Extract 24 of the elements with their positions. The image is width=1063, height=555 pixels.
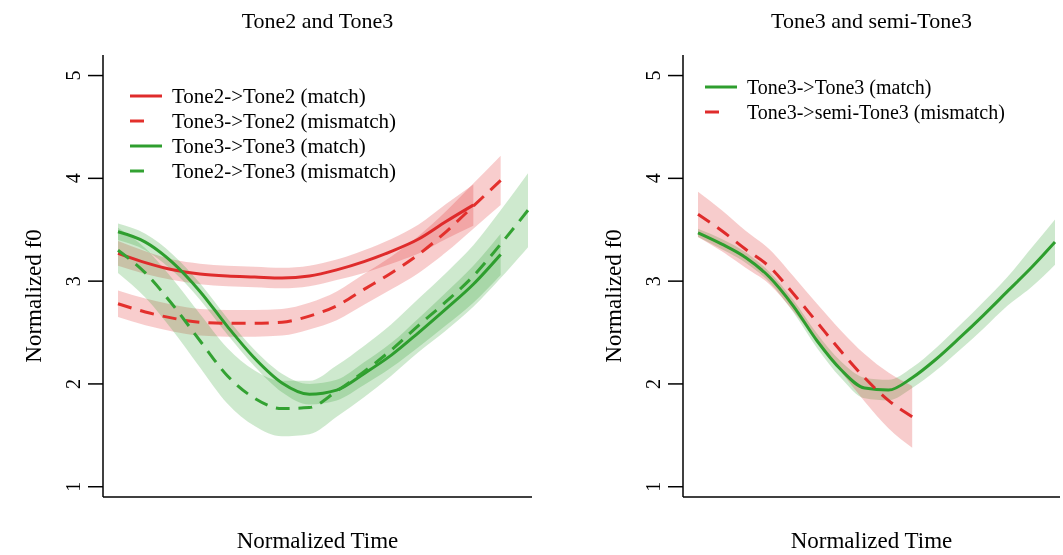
chart-title: Tone3 and semi-Tone3: [771, 8, 972, 33]
y-tick-label: 4: [62, 173, 84, 184]
y-tick-label: 4: [642, 173, 664, 184]
y-tick-label: 2: [642, 378, 664, 389]
y-axis-title: Normalized f0: [20, 229, 46, 363]
line-series: [696, 212, 914, 419]
legend-label: Tone3->semi-Tone3 (mismatch): [747, 101, 1005, 124]
x-axis-title: Normalized Time: [790, 528, 953, 553]
legend-label: Tone2->Tone3 (mismatch): [172, 159, 397, 183]
legend-label: Tone3->Tone3 (match): [747, 76, 932, 99]
y-tick-label: 3: [642, 276, 664, 287]
y-tick-label: 1: [62, 481, 84, 492]
y-tick-label: 5: [62, 70, 84, 81]
legend-label: Tone2->Tone2 (match): [172, 84, 366, 108]
line-series: [116, 208, 530, 411]
y-tick-label: 1: [642, 481, 664, 492]
chart-title: Tone2 and Tone3: [241, 8, 394, 33]
legend-label: Tone3->Tone3 (match): [172, 134, 366, 158]
y-axis-title: Normalized f0: [600, 229, 626, 363]
x-axis-title: Normalized Time: [236, 528, 399, 553]
y-tick-label: 5: [642, 70, 664, 81]
legend-label: Tone3->Tone2 (mismatch): [172, 109, 397, 133]
y-tick-label: 3: [62, 276, 84, 287]
y-tick-label: 2: [62, 378, 84, 389]
